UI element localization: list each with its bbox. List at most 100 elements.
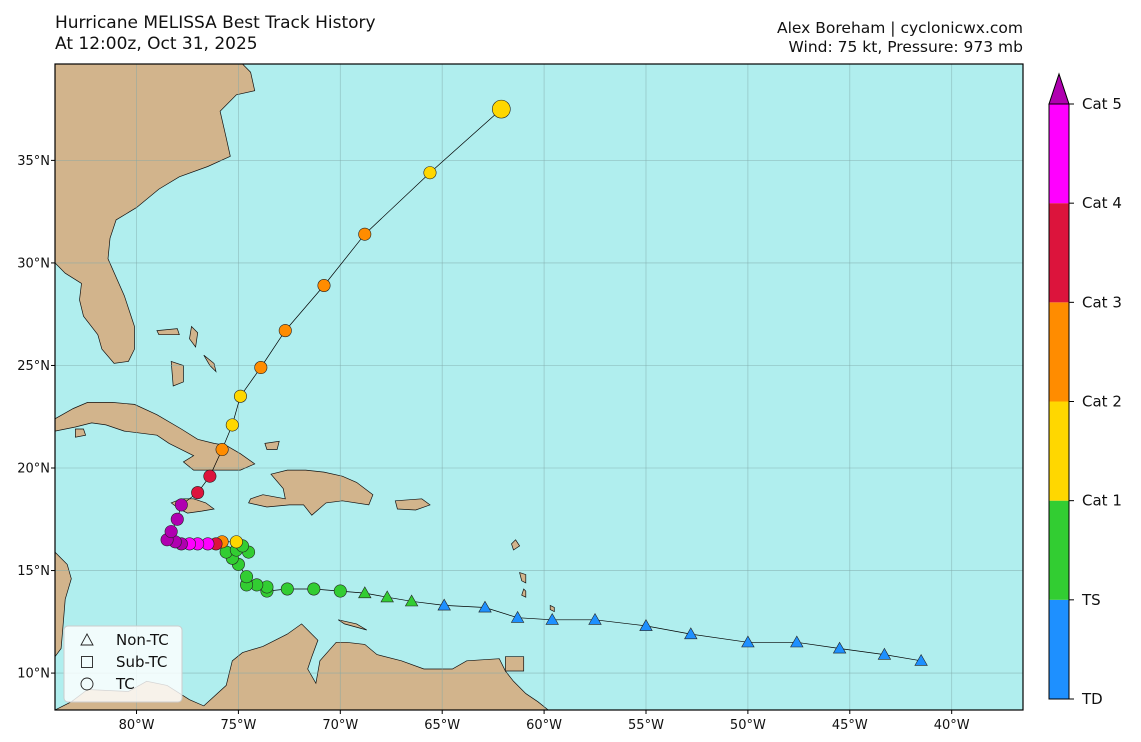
lat-tick-label: 20°N xyxy=(17,462,50,477)
track-point-non-tc xyxy=(877,647,892,660)
track-point-non-tc xyxy=(684,627,698,640)
track-point-tc xyxy=(174,498,188,512)
lon-tick-label: 55°W xyxy=(628,718,664,733)
track-point-tc xyxy=(229,535,243,549)
land-trinidad xyxy=(505,656,525,672)
storm-track xyxy=(160,99,928,666)
gridlines xyxy=(55,64,1023,710)
land-cuba xyxy=(55,402,256,471)
lon-tick-label: 65°W xyxy=(424,718,460,733)
colorbar-label: Cat 4 xyxy=(1082,194,1122,212)
track-point-non-tc xyxy=(404,594,419,607)
land-abaco xyxy=(189,325,199,348)
colorbar-segment xyxy=(1049,500,1069,600)
colorbar-label: Cat 5 xyxy=(1082,95,1122,113)
land-puerto-rico xyxy=(394,498,431,511)
land-grand-bahama xyxy=(156,328,180,336)
lat-tick-label: 25°N xyxy=(17,359,50,374)
lat-tick-label: 30°N xyxy=(17,256,50,271)
track-point-tc xyxy=(280,582,294,596)
track-point-non-tc xyxy=(510,610,525,623)
track-point-non-tc xyxy=(741,635,755,648)
land-andros xyxy=(170,360,184,387)
track-point-tc xyxy=(225,418,239,432)
legend-square-icon xyxy=(81,656,93,668)
lon-tick-label: 45°W xyxy=(832,718,868,733)
current-position-marker xyxy=(491,99,511,119)
colorbar-label: Cat 1 xyxy=(1082,492,1122,510)
track-point-non-tc xyxy=(832,641,847,654)
track-point-non-tc xyxy=(790,635,804,648)
colorbar-extension-arrow xyxy=(1048,72,1070,105)
track-point-non-tc xyxy=(358,586,372,599)
lon-tick-label: 40°W xyxy=(934,718,970,733)
track-point-tc xyxy=(215,443,229,457)
lat-tick-label: 10°N xyxy=(17,667,50,682)
track-point-non-tc xyxy=(478,600,492,613)
colorbar-segment xyxy=(1049,203,1069,303)
track-point-tc xyxy=(423,166,437,180)
colorbar-segment xyxy=(1049,104,1069,204)
title-block: Hurricane MELISSA Best Track History At … xyxy=(55,13,376,55)
info-block: Alex Boreham | cyclonicwx.com Wind: 75 k… xyxy=(777,19,1023,57)
map-frame xyxy=(54,63,1024,711)
track-point-non-tc xyxy=(380,590,394,603)
track-point-tc xyxy=(164,525,178,539)
colorbar-segment xyxy=(1049,302,1069,402)
legend-label: TC xyxy=(115,675,135,693)
axis-ticks: 80°W 75°W 70°W 65°W 60°W 55°W 50°W 45°W 40°W 10°N… xyxy=(17,154,970,733)
legend-circle-icon xyxy=(80,677,94,691)
land-barbados xyxy=(549,604,555,613)
map-subtitle: At 12:00z, Oct 31, 2025 xyxy=(55,34,258,54)
land-st-lucia xyxy=(521,588,527,598)
lat-tick-label: 15°N xyxy=(17,564,50,579)
track-point-non-tc xyxy=(588,612,602,625)
colorbar-label: TS xyxy=(1081,591,1101,609)
track-point-tc xyxy=(358,227,372,241)
status-text: Wind: 75 kt, Pressure: 973 mb xyxy=(788,38,1023,56)
track-point-tc xyxy=(203,469,217,483)
land-martinique xyxy=(519,572,527,584)
track-point-tc xyxy=(170,512,184,526)
lat-tick-label: 35°N xyxy=(17,154,50,169)
ocean-background xyxy=(55,64,1023,710)
track-point-tc xyxy=(191,486,205,500)
land-layer xyxy=(55,64,555,710)
colorbar-segment xyxy=(1049,599,1069,699)
track-point-tc xyxy=(233,389,247,403)
land-aruba-curacao xyxy=(338,619,367,631)
track-point-tc xyxy=(333,584,347,598)
land-eleuthera xyxy=(203,354,217,373)
land-hispaniola xyxy=(248,469,374,516)
lon-tick-label: 50°W xyxy=(730,718,766,733)
colorbar-label: Cat 3 xyxy=(1082,293,1122,311)
track-point-tc xyxy=(317,278,331,292)
lon-tick-label: 80°W xyxy=(119,718,155,733)
colorbar-label: Cat 2 xyxy=(1082,393,1122,411)
track-point-tc xyxy=(240,570,254,584)
track-point-tc xyxy=(278,324,292,338)
colorbar-label: TD xyxy=(1081,690,1103,708)
map-title: Hurricane MELISSA Best Track History xyxy=(55,13,376,33)
lon-tick-label: 75°W xyxy=(220,718,256,733)
legend-label: Sub-TC xyxy=(116,653,167,671)
legend-label: Non-TC xyxy=(116,631,169,649)
land-us-mainland xyxy=(55,64,256,364)
track-point-tc xyxy=(254,361,268,375)
colorbar-segment xyxy=(1049,401,1069,501)
track-point-non-tc xyxy=(639,619,653,631)
land-lesser-antilles-north xyxy=(511,539,521,551)
legend-triangle-icon xyxy=(80,633,94,646)
land-great-inagua xyxy=(264,440,280,450)
lon-tick-label: 70°W xyxy=(322,718,358,733)
credit-text: Alex Boreham | cyclonicwx.com xyxy=(777,19,1023,37)
land-isla-juventud xyxy=(75,428,87,438)
track-point-non-tc xyxy=(437,598,451,611)
land-central-america xyxy=(55,551,72,658)
category-colorbar: TD TS Cat 1 Cat 2 Cat 3 Cat 4 Cat 5 xyxy=(1048,72,1122,708)
legend: Non-TC Sub-TC TC xyxy=(63,625,183,703)
track-point-non-tc xyxy=(545,612,559,625)
track-point-tc xyxy=(307,582,321,596)
lon-tick-label: 60°W xyxy=(526,718,562,733)
